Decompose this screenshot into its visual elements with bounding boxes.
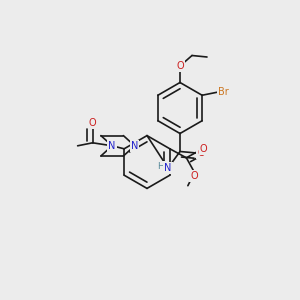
Text: N: N xyxy=(131,141,138,151)
Text: O: O xyxy=(190,171,198,181)
Text: Br: Br xyxy=(218,87,229,97)
Text: N: N xyxy=(108,141,116,151)
Text: O: O xyxy=(89,118,96,128)
Text: O: O xyxy=(176,61,184,71)
Text: O: O xyxy=(197,148,205,158)
Text: O: O xyxy=(200,144,207,154)
Text: N: N xyxy=(164,163,172,173)
Text: H: H xyxy=(157,162,164,171)
